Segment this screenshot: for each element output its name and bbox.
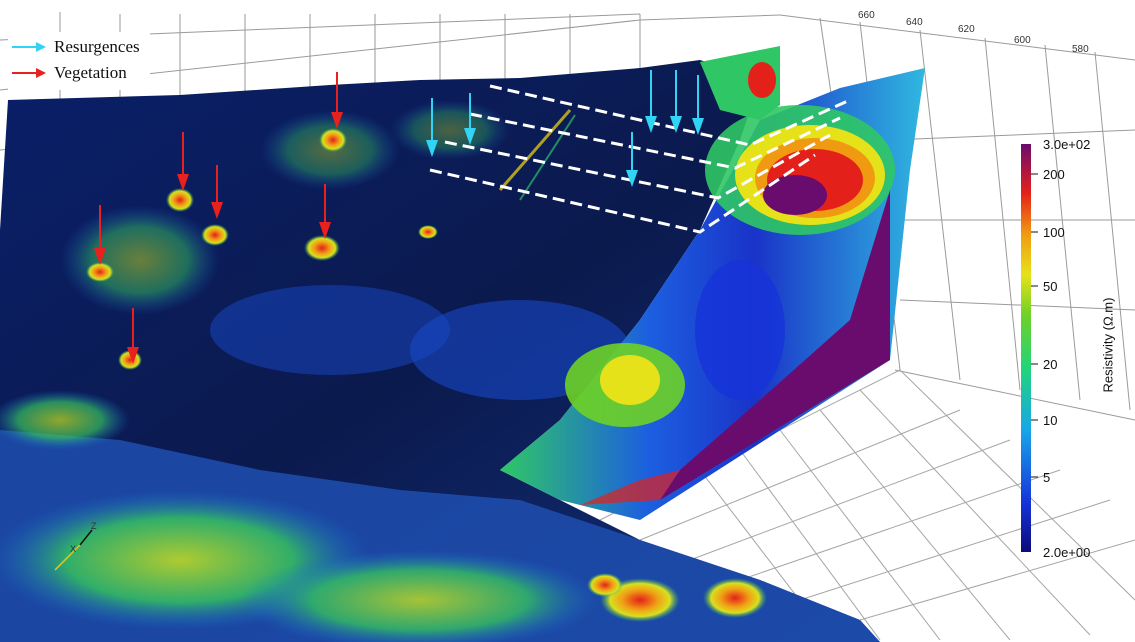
vegetation-arrow [211,165,223,219]
axis-tick-label: 640 [906,17,923,28]
legend-item-resurgences: Resurgences [10,34,140,60]
axis-z-label: Z [91,521,97,531]
resurgence-arrow [426,98,438,157]
colorbar-tick-label: 10 [1043,413,1058,428]
resurgence-arrow [626,132,638,187]
red-arrow-icon [12,68,46,78]
axis-tick-label: 620 [958,24,975,35]
colorbar-min-label: 2.0e+00 [1043,545,1091,560]
colorbar-ticks [1031,173,1038,478]
resurgence-arrow [670,70,682,133]
fault-lines [429,84,851,234]
resurgence-arrow [464,93,476,145]
cyan-arrow-icon [12,42,46,52]
vegetation-arrows [94,72,343,364]
axis-tick-label: 580 [1072,44,1089,55]
colorbar-max-label: 3.0e+02 [1043,137,1091,152]
resurgence-arrow [692,75,704,135]
vegetation-arrow [177,132,189,191]
colorbar-title: Resistivity (Ω.m) [1100,297,1116,393]
axis-tick-label: 660 [858,10,875,21]
vegetation-arrow [319,184,331,239]
vegetation-arrow [94,205,106,265]
legend: Resurgences Vegetation [8,32,150,90]
resistivity-section [500,46,925,520]
axis-tick-label: 600 [1014,35,1031,46]
resurgence-arrow [645,70,657,133]
resurgence-arrows [426,70,704,187]
axis-x-label: X [70,544,77,554]
colorbar-tick-label: 200 [1043,167,1065,182]
legend-label: Resurgences [54,37,140,56]
colorbar-tick-label: 20 [1043,357,1058,372]
orientation-axes [54,529,93,571]
legend-item-vegetation: Vegetation [10,60,140,86]
colorbar-tick-label: 50 [1043,279,1058,294]
right-wall-grid [779,14,1135,421]
vegetation-arrow [127,308,139,364]
colorbar-tick-label: 5 [1043,470,1051,485]
legend-label: Vegetation [54,63,127,82]
colorbar [1021,144,1031,552]
vegetation-arrow [331,72,343,129]
colorbar-tick-label: 100 [1043,225,1065,240]
